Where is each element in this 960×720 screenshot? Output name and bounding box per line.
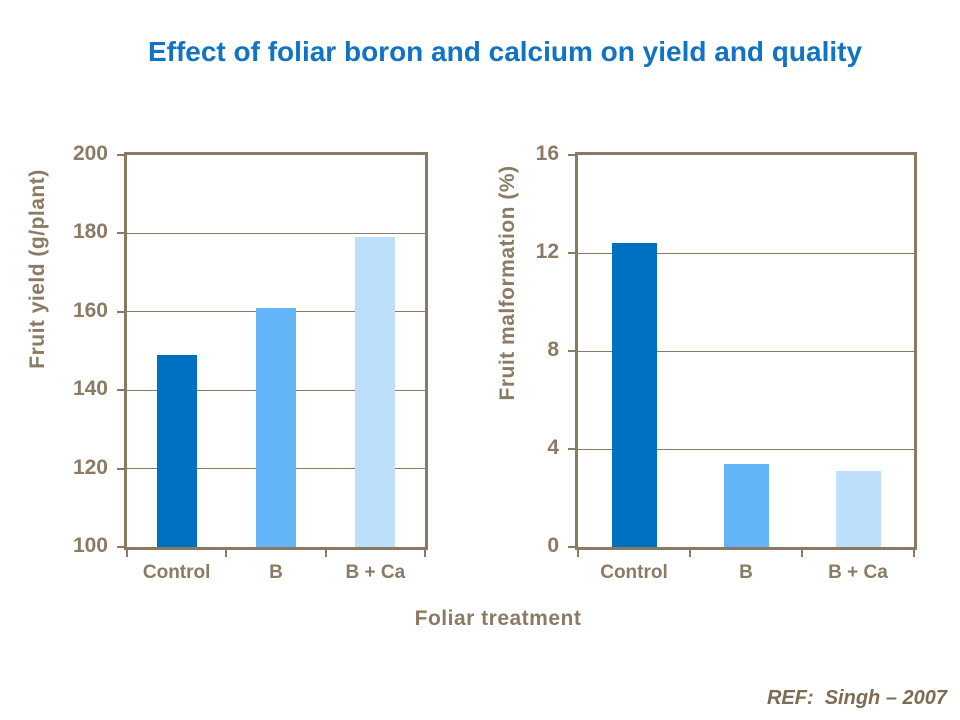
y-axis-tick: [117, 467, 124, 470]
bar-control: [611, 243, 657, 547]
y-tick-label: 180: [72, 220, 108, 244]
y-axis-tick: [568, 252, 575, 254]
x-category-label: B: [739, 562, 753, 583]
x-axis-tick: [801, 550, 803, 557]
plot-area-fruit-malformation: [575, 152, 917, 550]
y-axis-tick: [117, 310, 124, 313]
y-axis-tick: [568, 350, 575, 352]
gridline: [578, 448, 914, 450]
reference-text: REF: Singh – 2007: [766, 687, 947, 709]
x-axis-tick: [577, 550, 579, 557]
slide-title: Effect of foliar boron and calcium on yi…: [147, 36, 863, 67]
gridline: [578, 252, 914, 254]
y-tick-label: 100: [72, 534, 108, 557]
x-axis-tick: [424, 550, 426, 557]
x-axis-tick: [324, 550, 327, 557]
x-category-label: B + Ca: [345, 562, 406, 583]
plot-area-fruit-yield: [124, 152, 428, 550]
y-axis-title-fruit-malformation: Fruit malformation (%): [496, 165, 519, 401]
y-tick-label: 160: [72, 298, 108, 322]
y-axis-tick: [117, 546, 124, 548]
y-tick-label: 4: [547, 436, 559, 459]
x-axis-title: Foliar treatment: [414, 607, 582, 630]
y-tick-label: 140: [72, 377, 108, 401]
gridline: [578, 350, 914, 352]
bar-control: [156, 354, 197, 547]
y-tick-label: 8: [547, 338, 559, 361]
x-axis-tick: [126, 550, 128, 557]
y-axis-tick: [117, 232, 124, 235]
x-category-label: Control: [600, 562, 668, 583]
y-tick-label: 0: [547, 534, 559, 557]
y-tick-label: 120: [72, 455, 108, 479]
y-axis-tick: [568, 154, 575, 156]
bar-b: [723, 463, 769, 547]
y-tick-label: 16: [535, 142, 559, 165]
bar-b-ca: [355, 237, 396, 547]
y-axis-tick: [117, 389, 124, 392]
y-axis-tick: [568, 546, 575, 548]
y-axis-tick: [117, 154, 124, 156]
x-axis-tick: [225, 550, 228, 557]
x-category-label: B: [269, 562, 283, 583]
bar-b: [256, 307, 296, 547]
y-axis-tick: [568, 448, 575, 450]
bar-b-ca: [835, 471, 881, 547]
y-tick-label: 200: [72, 142, 108, 165]
x-axis-tick: [913, 550, 915, 557]
gridline: [127, 232, 425, 234]
x-axis-tick: [689, 550, 691, 557]
x-category-label: B + Ca: [828, 562, 888, 583]
y-tick-label: 12: [535, 240, 559, 263]
x-category-label: Control: [142, 562, 211, 583]
